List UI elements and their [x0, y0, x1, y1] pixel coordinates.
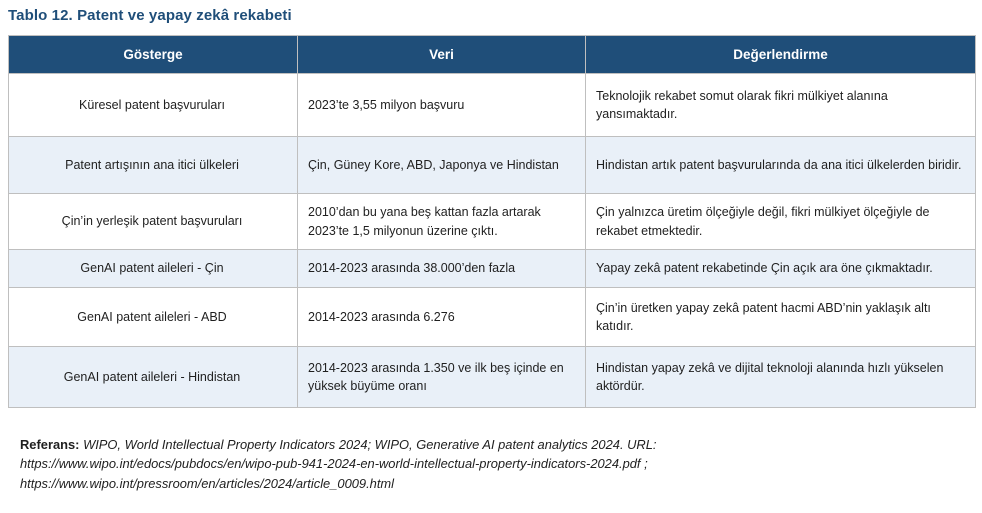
column-header-gosterge: Gösterge [8, 35, 298, 74]
cell-gosterge: Patent artışının ana itici ülkeleri [8, 136, 298, 194]
cell-degerlendirme: Hindistan yapay zekâ ve dijital teknoloj… [585, 346, 976, 408]
cell-degerlendirme: Çin’in üretken yapay zekâ patent hacmi A… [585, 287, 976, 347]
table-row: Küresel patent başvuruları 2023’te 3,55 … [8, 73, 976, 137]
table-body: Küresel patent başvuruları 2023’te 3,55 … [8, 73, 976, 408]
table-row: GenAI patent aileleri - Çin 2014-2023 ar… [8, 249, 976, 288]
reference-label: Referans: [20, 437, 80, 452]
table-row: Çin’in yerleşik patent başvuruları 2010’… [8, 193, 976, 250]
cell-veri: 2010’dan bu yana beş kattan fazla artara… [297, 193, 586, 250]
cell-gosterge: Küresel patent başvuruları [8, 73, 298, 137]
cell-gosterge: Çin’in yerleşik patent başvuruları [8, 193, 298, 250]
document-page: Tablo 12. Patent ve yapay zekâ rekabeti … [8, 7, 976, 493]
cell-degerlendirme: Hindistan artık patent başvurularında da… [585, 136, 976, 194]
column-header-veri: Veri [297, 35, 586, 74]
table-row: GenAI patent aileleri - Hindistan 2014-2… [8, 346, 976, 408]
cell-gosterge: GenAI patent aileleri - Hindistan [8, 346, 298, 408]
table-header: Gösterge Veri Değerlendirme [8, 35, 976, 74]
cell-veri: 2014-2023 arasında 1.350 ve ilk beş için… [297, 346, 586, 408]
reference-note: Referans: WIPO, World Intellectual Prope… [20, 435, 782, 493]
patent-table: Gösterge Veri Değerlendirme Küresel pate… [8, 35, 976, 408]
cell-veri: Çin, Güney Kore, ABD, Japonya ve Hindist… [297, 136, 586, 194]
cell-degerlendirme: Teknolojik rekabet somut olarak fikri mü… [585, 73, 976, 137]
cell-veri: 2014-2023 arasında 38.000’den fazla [297, 249, 586, 288]
cell-veri: 2014-2023 arasında 6.276 [297, 287, 586, 347]
table-row: Patent artışının ana itici ülkeleri Çin,… [8, 136, 976, 194]
column-header-degerlendirme: Değerlendirme [585, 35, 976, 74]
reference-text: WIPO, World Intellectual Property Indica… [20, 437, 657, 491]
cell-gosterge: GenAI patent aileleri - Çin [8, 249, 298, 288]
table-caption: Tablo 12. Patent ve yapay zekâ rekabeti [8, 7, 292, 24]
table-row: GenAI patent aileleri - ABD 2014-2023 ar… [8, 287, 976, 347]
cell-degerlendirme: Yapay zekâ patent rekabetinde Çin açık a… [585, 249, 976, 288]
cell-degerlendirme: Çin yalnızca üretim ölçeğiyle değil, fik… [585, 193, 976, 250]
header-row: Gösterge Veri Değerlendirme [8, 35, 976, 74]
cell-veri: 2023’te 3,55 milyon başvuru [297, 73, 586, 137]
cell-gosterge: GenAI patent aileleri - ABD [8, 287, 298, 347]
